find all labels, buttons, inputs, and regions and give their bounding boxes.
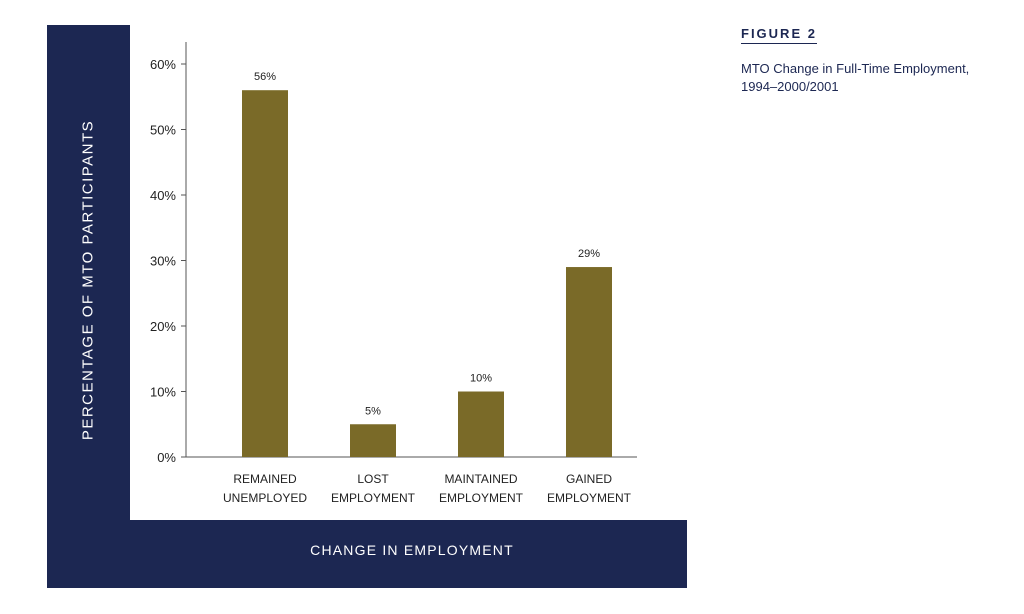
bar xyxy=(350,424,396,457)
x-tick-label: REMAINED xyxy=(233,472,297,486)
x-tick-label: EMPLOYMENT xyxy=(547,491,632,505)
y-tick-label: 0% xyxy=(157,450,176,465)
bar xyxy=(566,267,612,457)
figure-number: FIGURE 2 xyxy=(741,26,817,44)
data-label: 29% xyxy=(578,248,600,260)
x-tick-label: EMPLOYMENT xyxy=(439,491,524,505)
y-tick-label: 50% xyxy=(150,123,176,138)
data-label: 5% xyxy=(365,405,381,417)
data-label: 10% xyxy=(470,373,492,385)
data-label: 56% xyxy=(254,71,276,83)
y-tick-label: 10% xyxy=(150,385,176,400)
figure-title: MTO Change in Full-Time Employment, 1994… xyxy=(741,60,1001,96)
bar xyxy=(242,90,288,457)
x-tick-label: EMPLOYMENT xyxy=(331,491,416,505)
x-tick-label: GAINED xyxy=(566,472,612,486)
x-tick-label: MAINTAINED xyxy=(444,472,517,486)
figure-title-line-2: 1994–2000/2001 xyxy=(741,79,839,94)
x-tick-label: LOST xyxy=(357,472,389,486)
bar xyxy=(458,391,504,457)
y-tick-label: 20% xyxy=(150,319,176,334)
y-tick-label: 30% xyxy=(150,254,176,269)
x-axis-label: CHANGE IN EMPLOYMENT xyxy=(310,542,514,558)
y-tick-label: 60% xyxy=(150,57,176,72)
y-tick-label: 40% xyxy=(150,188,176,203)
figure-title-line-1: MTO Change in Full-Time Employment, xyxy=(741,61,970,76)
x-tick-label: UNEMPLOYED xyxy=(223,491,307,505)
